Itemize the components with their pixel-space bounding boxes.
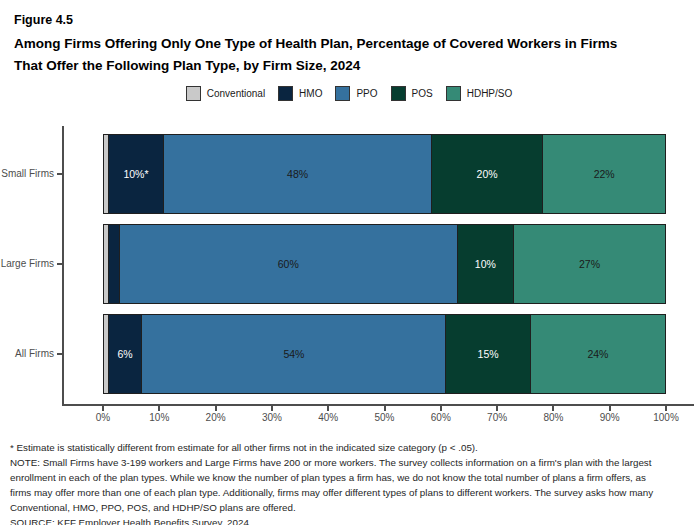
x-axis-tick-label: 30%	[262, 412, 282, 423]
legend-item: POS	[391, 86, 433, 101]
bar-segment: 22%	[543, 134, 666, 214]
y-axis-tick	[57, 353, 62, 355]
bar-segment: 48%	[164, 134, 432, 214]
x-axis-tick-label: 20%	[206, 412, 226, 423]
bar-segment: 60%	[120, 224, 458, 304]
x-axis-tick	[327, 406, 329, 411]
figure-4-5-chart: { "figure_label": "Figure 4.5", "title_l…	[0, 0, 698, 525]
x-axis-tick	[384, 406, 386, 411]
bar-row: 6% 54% 15% 24%	[103, 314, 666, 394]
legend-swatch-icon	[391, 86, 406, 101]
bar-segment: 54%	[142, 314, 446, 394]
legend-item: PPO	[335, 86, 377, 101]
bar-segment-label: 48%	[287, 168, 308, 180]
y-axis-label: Small Firms	[0, 168, 54, 179]
legend: Conventional HMO PPO POS HDHP/SO	[0, 86, 698, 101]
footnote-significance: * Estimate is statistically different fr…	[10, 440, 662, 455]
x-axis-tick	[609, 406, 611, 411]
bar-segment-label: 60%	[278, 258, 299, 270]
y-axis-tick	[57, 173, 62, 175]
x-axis-tick	[552, 406, 554, 411]
footnotes: * Estimate is statistically different fr…	[10, 440, 662, 525]
chart-title-line-1: Among Firms Offering Only One Type of He…	[14, 33, 617, 55]
bar-segment: 27%	[514, 224, 666, 304]
chart-title-line-2: That Offer the Following Plan Type, by F…	[14, 55, 617, 77]
x-axis-tick	[102, 406, 104, 411]
footnote-source: SOURCE: KFF Employer Health Benefits Sur…	[10, 515, 662, 525]
bar-segment-label: 24%	[587, 348, 608, 360]
legend-label: Conventional	[207, 88, 265, 99]
x-axis-tick	[215, 406, 217, 411]
bar-segment-label: 22%	[594, 168, 615, 180]
y-axis-label: Large Firms	[0, 258, 54, 269]
legend-label: HDHP/SO	[467, 88, 513, 99]
legend-label: PPO	[356, 88, 377, 99]
x-axis-tick	[271, 406, 273, 411]
bar-segment-label: 6%	[117, 348, 132, 360]
x-axis-tick-label: 10%	[149, 412, 169, 423]
legend-item: HMO	[278, 86, 322, 101]
bar-segment: 6%	[109, 314, 143, 394]
x-axis-tick-label: 80%	[543, 412, 563, 423]
legend-swatch-icon	[278, 86, 293, 101]
legend-swatch-icon	[186, 86, 201, 101]
bar-segment-label: 54%	[283, 348, 304, 360]
x-axis-tick	[158, 406, 160, 411]
x-axis-tick-label: 40%	[318, 412, 338, 423]
bar-segment: 15%	[446, 314, 530, 394]
x-axis-tick-label: 70%	[487, 412, 507, 423]
y-axis-label: All Firms	[0, 348, 54, 359]
x-axis-tick	[496, 406, 498, 411]
bar-segment-label: 15%	[478, 348, 499, 360]
x-axis-line	[62, 404, 694, 406]
bar-segment-label: 27%	[579, 258, 600, 270]
x-axis-tick-label: 50%	[374, 412, 394, 423]
chart-title: Among Firms Offering Only One Type of He…	[14, 33, 617, 77]
bar-segment	[109, 224, 120, 304]
x-axis-tick	[665, 406, 667, 411]
legend-swatch-icon	[335, 86, 350, 101]
x-axis-tick	[440, 406, 442, 411]
bar-segment-label: 10%*	[123, 168, 148, 180]
bar-segment-label: 10%	[475, 258, 496, 270]
bar-row: 10%* 48% 20% 22%	[103, 134, 666, 214]
bar-segment: 24%	[531, 314, 666, 394]
footnote-note: NOTE: Small Firms have 3-199 workers and…	[10, 455, 662, 515]
x-axis-tick-label: 60%	[431, 412, 451, 423]
y-axis-tick	[57, 263, 62, 265]
x-axis-tick-label: 90%	[600, 412, 620, 423]
legend-label: POS	[412, 88, 433, 99]
figure-label: Figure 4.5	[14, 13, 73, 27]
bar-segment: 10%	[458, 224, 514, 304]
bar-segment-label: 20%	[477, 168, 498, 180]
x-axis-tick-label: 0%	[96, 412, 110, 423]
legend-item: Conventional	[186, 86, 265, 101]
y-axis-line	[62, 126, 64, 406]
legend-label: HMO	[299, 88, 322, 99]
legend-swatch-icon	[446, 86, 461, 101]
x-axis-tick-label: 100%	[653, 412, 679, 423]
bar-row: 60% 10% 27%	[103, 224, 666, 304]
legend-item: HDHP/SO	[446, 86, 513, 101]
bar-segment: 10%*	[109, 134, 165, 214]
bar-segment: 20%	[432, 134, 543, 214]
